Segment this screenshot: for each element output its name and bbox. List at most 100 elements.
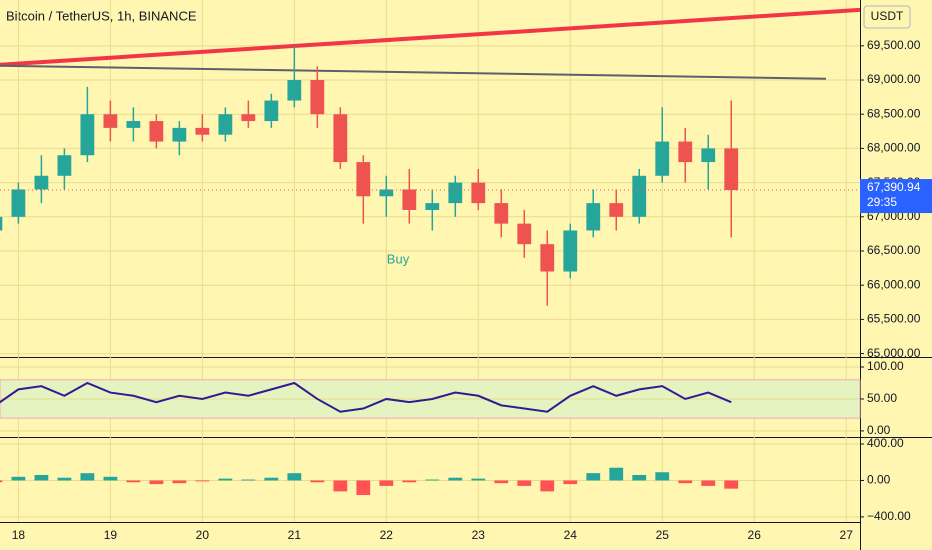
histogram-bar <box>11 476 26 481</box>
last-price-label: 67,390.94 <box>867 180 921 194</box>
currency-label[interactable]: USDT <box>871 9 904 23</box>
annotation: Buy <box>387 251 410 266</box>
histogram-bar <box>0 480 3 483</box>
candle-body <box>11 189 26 217</box>
rsi-line <box>0 381 732 413</box>
histogram-bar <box>310 480 325 483</box>
candle-body <box>172 127 187 142</box>
currency-box[interactable] <box>863 5 911 29</box>
histogram-bar <box>287 473 302 481</box>
candle-body <box>149 121 164 142</box>
y-tick-label: 69,500.00 <box>867 38 921 52</box>
x-tick-label: 26 <box>748 528 762 542</box>
histogram-bar <box>494 480 509 484</box>
trendline <box>0 64 826 80</box>
histogram-bar <box>333 480 348 492</box>
histogram-bar <box>517 480 532 486</box>
candle-body <box>425 203 440 210</box>
candle-body <box>333 114 348 163</box>
x-tick-label: 21 <box>288 528 302 542</box>
candle-body <box>448 182 463 204</box>
x-tick-label: 22 <box>380 528 394 542</box>
candle-body <box>195 127 210 135</box>
candle-body <box>80 114 95 156</box>
chart-title: Bitcoin / TetherUS, 1h, BINANCE <box>6 8 197 23</box>
candle-body <box>724 148 739 191</box>
histogram-bar <box>563 480 578 485</box>
candle-body <box>103 114 118 128</box>
histogram-bar <box>149 480 164 485</box>
y-tick-label: 66,000.00 <box>867 277 921 291</box>
histogram-bar <box>540 480 555 492</box>
histogram-bar <box>379 480 394 486</box>
candle-body <box>34 175 49 190</box>
candle-body <box>540 244 555 272</box>
y-tick-label: 100.00 <box>867 359 904 373</box>
candle-body <box>0 216 3 231</box>
histogram-bar <box>402 480 417 483</box>
candle-body <box>241 114 256 122</box>
histogram-bar <box>80 473 95 481</box>
histogram-bar <box>471 478 486 481</box>
last-price-box <box>860 179 932 214</box>
histogram-bar <box>425 479 440 481</box>
histogram-bar <box>103 476 118 481</box>
histogram-bar <box>172 480 187 484</box>
candle-body <box>379 189 394 197</box>
candle-body <box>310 80 325 115</box>
y-tick-label: 400.00 <box>867 436 904 450</box>
histogram-bar <box>195 480 210 482</box>
candle-body <box>494 203 509 224</box>
candle-body <box>632 175 647 217</box>
histogram-bar <box>632 474 647 481</box>
y-tick-label: 50.00 <box>867 391 897 405</box>
histogram-bar <box>701 480 716 486</box>
histogram-bar <box>264 477 279 481</box>
histogram-bar <box>448 477 463 481</box>
candle-body <box>563 230 578 272</box>
trendline <box>0 7 861 67</box>
y-tick-label: 0.00 <box>867 423 891 437</box>
x-tick-label: 24 <box>564 528 578 542</box>
x-tick-label: 27 <box>840 528 854 542</box>
candle-body <box>586 203 601 231</box>
candle-body <box>57 155 72 176</box>
candle-body <box>471 182 486 204</box>
histogram-bar <box>724 480 739 489</box>
histogram-bar <box>241 479 256 481</box>
countdown: 29:35 <box>867 195 897 209</box>
candle-body <box>218 114 233 135</box>
x-tick-label: 25 <box>656 528 670 542</box>
candle-body <box>609 203 624 217</box>
y-tick-label: 66,500.00 <box>867 243 921 257</box>
x-tick-label: 19 <box>104 528 118 542</box>
histogram-bar <box>655 472 670 481</box>
candle-body <box>402 189 417 210</box>
y-tick-label: −400.00 <box>867 509 911 523</box>
y-tick-label: 69,000.00 <box>867 72 921 86</box>
histogram-bar <box>57 477 72 481</box>
x-tick-label: 20 <box>196 528 210 542</box>
candle-body <box>678 141 693 163</box>
y-tick-label: 0.00 <box>867 473 891 487</box>
y-tick-label: 68,500.00 <box>867 106 921 120</box>
y-tick-label: 65,000.00 <box>867 346 921 360</box>
histogram-bar <box>34 474 49 481</box>
x-tick-label: 18 <box>12 528 26 542</box>
candle-body <box>517 223 532 245</box>
x-tick-label: 23 <box>472 528 486 542</box>
candle-body <box>264 100 279 122</box>
y-tick-label: 68,000.00 <box>867 141 921 155</box>
candle-body <box>701 148 716 163</box>
candle-body <box>655 141 670 176</box>
y-tick-label: 65,500.00 <box>867 312 921 326</box>
histogram-bar <box>218 478 233 481</box>
histogram-bar <box>356 480 371 496</box>
histogram-bar <box>586 473 601 481</box>
candle-body <box>356 162 371 197</box>
histogram-bar <box>678 480 693 484</box>
candle-body <box>126 121 141 128</box>
histogram-bar <box>609 467 624 481</box>
histogram-bar <box>126 480 141 483</box>
